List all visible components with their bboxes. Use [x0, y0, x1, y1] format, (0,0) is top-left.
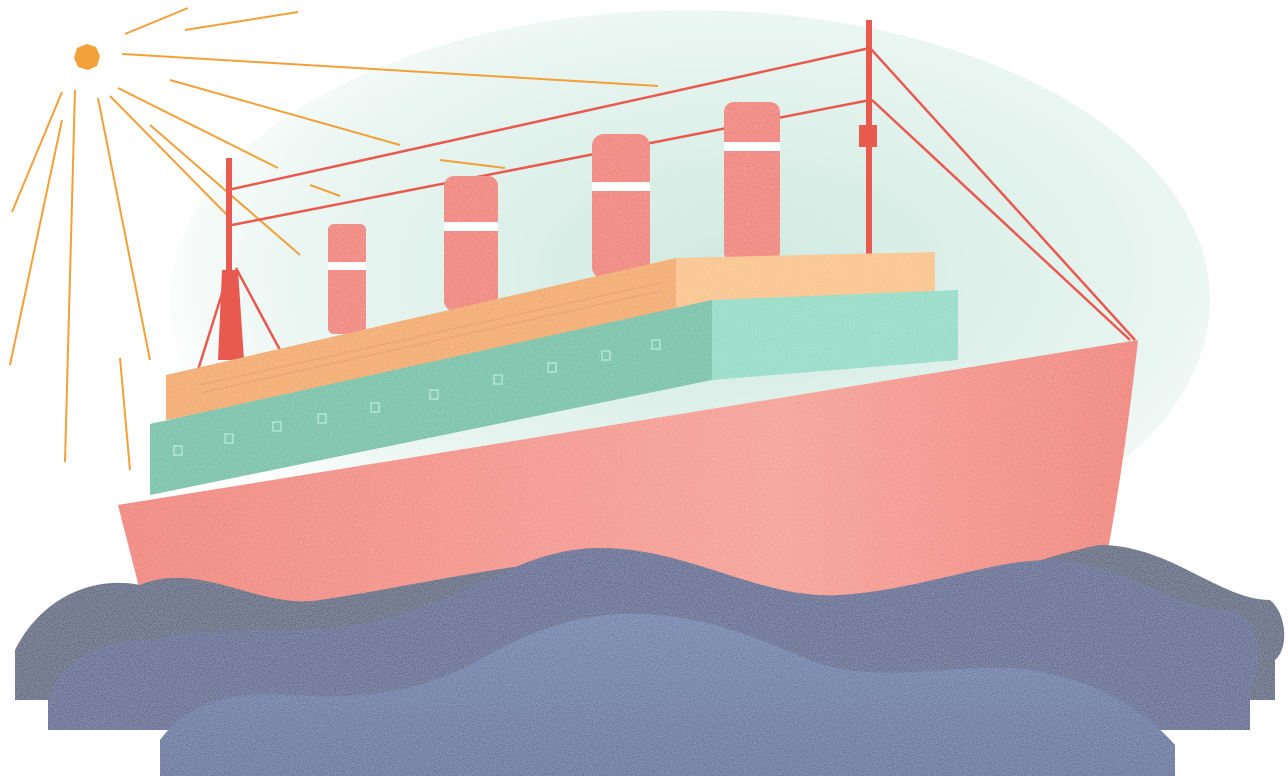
lower-deck [150, 290, 958, 495]
funnel-2 [444, 176, 498, 311]
rear-mast-base [218, 270, 244, 360]
sea [15, 545, 1285, 776]
sun [9, 7, 659, 471]
wave-front [160, 613, 1175, 776]
portholes [173, 339, 661, 456]
front-mast [866, 20, 872, 340]
funnel-1 [328, 224, 366, 334]
hull [118, 340, 1138, 630]
sun-disc [74, 44, 100, 70]
rear-mast [226, 158, 232, 358]
funnel-4 [724, 102, 780, 262]
funnel-3 [592, 134, 650, 279]
mast-flag [859, 125, 877, 147]
funnels [328, 102, 780, 334]
